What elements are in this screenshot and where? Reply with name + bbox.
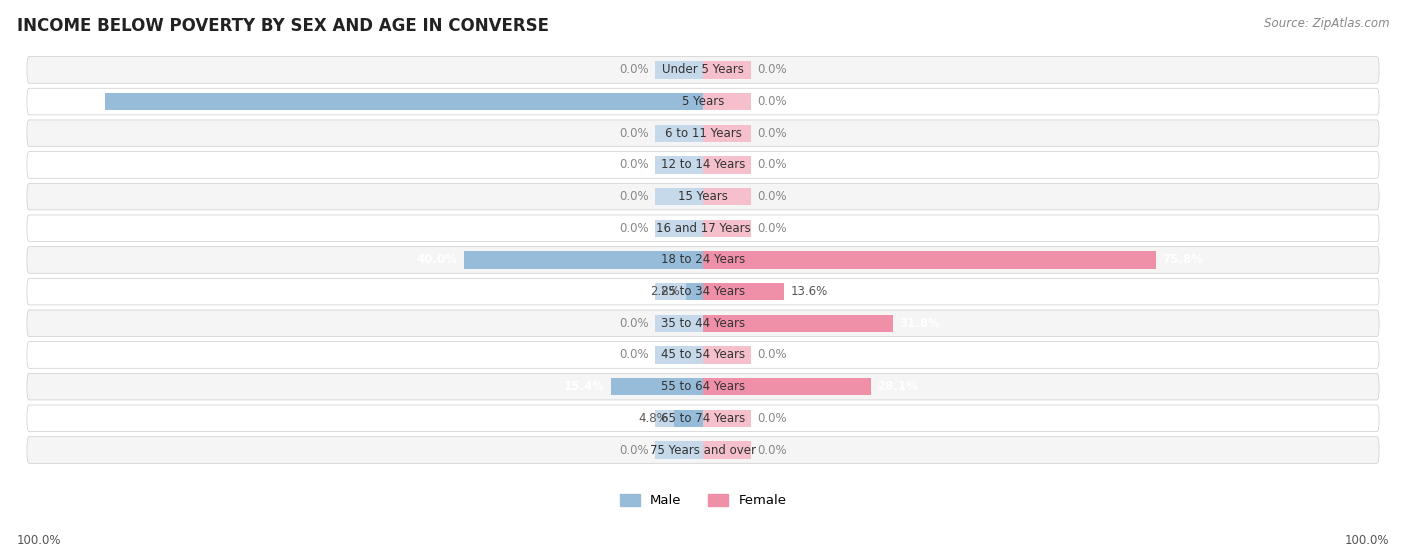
Text: 15 Years: 15 Years	[678, 190, 728, 203]
Text: 18 to 24 Years: 18 to 24 Years	[661, 253, 745, 267]
Bar	[675, 410, 703, 427]
Bar	[104, 93, 703, 110]
Bar	[610, 378, 703, 396]
Bar	[703, 441, 751, 459]
FancyBboxPatch shape	[27, 183, 1379, 210]
FancyBboxPatch shape	[27, 88, 1379, 115]
Legend: Male, Female: Male, Female	[614, 489, 792, 513]
Text: 0.0%: 0.0%	[756, 190, 786, 203]
FancyBboxPatch shape	[27, 56, 1379, 83]
Bar	[703, 315, 751, 332]
Text: 0.0%: 0.0%	[620, 317, 650, 330]
Text: 0.0%: 0.0%	[756, 158, 786, 171]
Text: 0.0%: 0.0%	[756, 444, 786, 456]
Bar	[655, 93, 703, 110]
Text: 100.0%: 100.0%	[17, 534, 62, 547]
Bar	[655, 283, 703, 300]
Bar	[686, 283, 703, 300]
Bar	[703, 283, 751, 300]
Bar	[655, 124, 703, 142]
Text: 0.0%: 0.0%	[756, 127, 786, 140]
Text: 0.0%: 0.0%	[756, 412, 786, 425]
Bar	[655, 156, 703, 174]
Bar	[655, 441, 703, 459]
Text: 40.0%: 40.0%	[416, 253, 458, 267]
Bar	[703, 283, 785, 300]
Bar	[655, 347, 703, 364]
Text: 100.0%: 100.0%	[49, 95, 98, 108]
Text: 0.0%: 0.0%	[756, 95, 786, 108]
Bar	[703, 251, 751, 268]
Text: 25 to 34 Years: 25 to 34 Years	[661, 285, 745, 298]
Text: 28.1%: 28.1%	[877, 380, 918, 393]
Text: 0.0%: 0.0%	[620, 349, 650, 362]
FancyBboxPatch shape	[27, 247, 1379, 273]
Bar	[655, 219, 703, 237]
Text: 2.8%: 2.8%	[651, 285, 681, 298]
Bar	[703, 188, 751, 205]
Text: Under 5 Years: Under 5 Years	[662, 64, 744, 76]
Text: 0.0%: 0.0%	[620, 64, 650, 76]
Text: 12 to 14 Years: 12 to 14 Years	[661, 158, 745, 171]
Text: 16 and 17 Years: 16 and 17 Years	[655, 222, 751, 235]
Bar	[703, 315, 893, 332]
Bar	[655, 410, 703, 427]
Text: 15.4%: 15.4%	[564, 380, 605, 393]
Text: Source: ZipAtlas.com: Source: ZipAtlas.com	[1264, 17, 1389, 30]
Bar	[703, 219, 751, 237]
Text: 65 to 74 Years: 65 to 74 Years	[661, 412, 745, 425]
Bar	[703, 124, 751, 142]
FancyBboxPatch shape	[27, 215, 1379, 242]
Text: 0.0%: 0.0%	[620, 158, 650, 171]
Text: 31.8%: 31.8%	[900, 317, 941, 330]
Bar	[703, 61, 751, 79]
Text: 0.0%: 0.0%	[756, 349, 786, 362]
Text: 100.0%: 100.0%	[1344, 534, 1389, 547]
Text: 4.8%: 4.8%	[638, 412, 668, 425]
FancyBboxPatch shape	[27, 373, 1379, 400]
FancyBboxPatch shape	[27, 341, 1379, 368]
Bar	[703, 156, 751, 174]
Bar	[703, 410, 751, 427]
Bar	[655, 61, 703, 79]
Text: 5 Years: 5 Years	[682, 95, 724, 108]
FancyBboxPatch shape	[27, 405, 1379, 432]
Text: 6 to 11 Years: 6 to 11 Years	[665, 127, 741, 140]
Text: 35 to 44 Years: 35 to 44 Years	[661, 317, 745, 330]
Text: 0.0%: 0.0%	[620, 127, 650, 140]
FancyBboxPatch shape	[27, 278, 1379, 305]
Text: 13.6%: 13.6%	[790, 285, 828, 298]
FancyBboxPatch shape	[27, 437, 1379, 463]
Bar	[655, 315, 703, 332]
Bar	[703, 93, 751, 110]
Bar	[703, 347, 751, 364]
Bar	[703, 378, 872, 396]
Text: 0.0%: 0.0%	[620, 190, 650, 203]
Text: 0.0%: 0.0%	[620, 222, 650, 235]
FancyBboxPatch shape	[27, 120, 1379, 147]
Text: 0.0%: 0.0%	[756, 222, 786, 235]
Text: 45 to 54 Years: 45 to 54 Years	[661, 349, 745, 362]
Text: INCOME BELOW POVERTY BY SEX AND AGE IN CONVERSE: INCOME BELOW POVERTY BY SEX AND AGE IN C…	[17, 17, 548, 35]
Text: 75.8%: 75.8%	[1163, 253, 1204, 267]
Bar	[703, 378, 751, 396]
Bar	[655, 251, 703, 268]
Bar	[703, 251, 1157, 268]
Text: 75 Years and over: 75 Years and over	[650, 444, 756, 456]
Text: 55 to 64 Years: 55 to 64 Years	[661, 380, 745, 393]
Bar	[655, 378, 703, 396]
Text: 0.0%: 0.0%	[756, 64, 786, 76]
Text: 0.0%: 0.0%	[620, 444, 650, 456]
Bar	[655, 188, 703, 205]
FancyBboxPatch shape	[27, 152, 1379, 178]
Bar	[464, 251, 703, 268]
FancyBboxPatch shape	[27, 310, 1379, 336]
